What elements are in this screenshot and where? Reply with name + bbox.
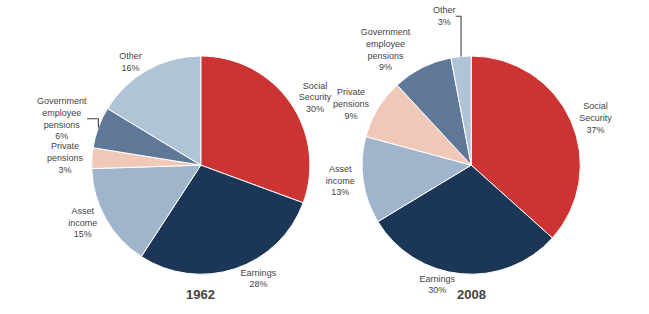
svg-text:SocialSecurity30%: SocialSecurity30% <box>299 81 332 114</box>
svg-text:Other16%: Other16% <box>119 51 142 73</box>
svg-text:Assetincome15%: Assetincome15% <box>68 206 97 239</box>
svg-text:Governmentemployeepensions9%: Governmentemployeepensions9% <box>361 27 411 72</box>
svg-text:Earnings28%: Earnings28% <box>241 268 277 290</box>
svg-text:Other3%: Other3% <box>433 5 456 27</box>
svg-text:2008: 2008 <box>457 287 486 302</box>
svg-text:Earnings30%: Earnings30% <box>420 274 456 296</box>
svg-text:SocialSecurity37%: SocialSecurity37% <box>579 101 612 134</box>
svg-text:Privatepensions9%: Privatepensions9% <box>333 87 370 120</box>
svg-text:Privatepensions3%: Privatepensions3% <box>47 141 84 174</box>
svg-text:Governmentemployeepensions6%: Governmentemployeepensions6% <box>37 96 87 141</box>
svg-text:Assetincome13%: Assetincome13% <box>326 164 355 197</box>
svg-text:1962: 1962 <box>186 287 215 302</box>
